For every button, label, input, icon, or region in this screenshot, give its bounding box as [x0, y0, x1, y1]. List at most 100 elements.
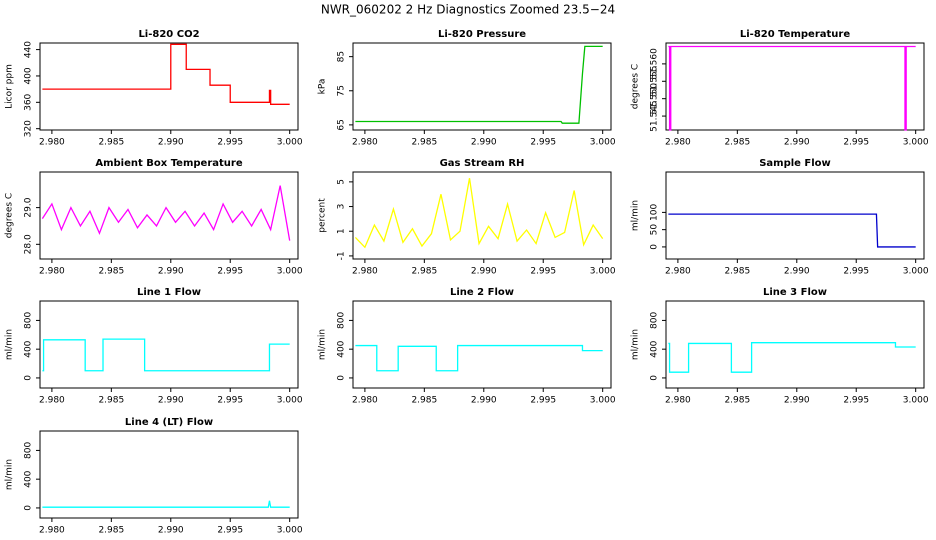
panel-title: Li-820 Pressure	[438, 29, 526, 40]
x-tick-label: 2.980	[39, 138, 65, 148]
y-tick-label: 65	[337, 119, 347, 130]
x-tick-label: 2.990	[471, 396, 497, 406]
y-tick-label: 800	[650, 312, 660, 329]
x-tick-label: 2.990	[784, 267, 810, 277]
x-tick-label: 2.980	[39, 396, 65, 406]
data-line	[354, 178, 604, 249]
y-tick-label: 28.0	[24, 234, 34, 254]
x-tick-label: 3.000	[903, 396, 929, 406]
y-axis-label: ml/min	[5, 459, 15, 490]
x-tick-label: 2.985	[98, 267, 124, 277]
x-tick-label: 2.995	[530, 138, 556, 148]
y-tick-label: 0	[650, 375, 660, 381]
y-tick-label: 360	[24, 93, 34, 110]
y-tick-label: 400	[24, 340, 34, 357]
data-line	[41, 185, 291, 241]
x-tick-label: 3.000	[903, 138, 929, 148]
y-tick-label: 1	[337, 228, 347, 234]
y-tick-label: 3	[337, 204, 347, 210]
data-line	[42, 500, 290, 508]
x-tick-label: 2.980	[665, 138, 691, 148]
y-axis-label: degrees C	[5, 193, 15, 238]
x-tick-label: 2.990	[158, 267, 184, 277]
plot-box	[665, 171, 925, 260]
y-tick-label: 800	[24, 312, 34, 329]
y-axis-label: degrees C	[631, 64, 641, 109]
x-tick-label: 3.000	[277, 396, 303, 406]
x-tick-label: 3.000	[590, 138, 616, 148]
y-tick-label: 5	[337, 179, 347, 185]
x-tick-label: 2.990	[471, 138, 497, 148]
y-tick-label: 400	[24, 67, 34, 84]
x-tick-label: 2.980	[352, 267, 378, 277]
y-tick-label: 0	[650, 244, 660, 250]
plot-box	[39, 42, 299, 131]
y-tick-label: 800	[24, 442, 34, 459]
x-tick-label: 2.985	[411, 396, 437, 406]
y-axis-label: ml/min	[631, 200, 641, 231]
x-tick-label: 2.980	[39, 526, 65, 536]
plot-box	[39, 300, 299, 389]
x-tick-label: 2.980	[352, 138, 378, 148]
x-tick-label: 2.985	[98, 138, 124, 148]
x-tick-label: 2.985	[724, 138, 750, 148]
y-tick-label: 440	[24, 41, 34, 58]
y-tick-label: 0	[337, 375, 347, 381]
data-line	[668, 45, 916, 131]
y-tick-label: 100	[650, 204, 660, 221]
x-tick-label: 3.000	[590, 396, 616, 406]
x-tick-label: 2.980	[665, 267, 691, 277]
plot-box	[39, 430, 299, 519]
plot-box	[665, 42, 925, 131]
page-title: NWR_060202 2 Hz Diagnostics Zoomed 23.5−…	[321, 3, 615, 17]
y-tick-label: 75	[337, 85, 347, 96]
y-tick-label: 400	[650, 340, 660, 357]
y-tick-label: 400	[337, 340, 347, 357]
x-tick-label: 2.990	[158, 396, 184, 406]
plot-box	[352, 300, 612, 389]
y-axis-label: kPa	[318, 79, 328, 95]
y-tick-label: 320	[24, 120, 34, 137]
x-tick-label: 2.995	[843, 396, 869, 406]
y-axis-label: Licor ppm	[5, 64, 15, 109]
x-tick-label: 2.995	[217, 267, 243, 277]
x-tick-label: 2.985	[98, 526, 124, 536]
panel-title: Line 2 Flow	[450, 287, 514, 298]
panel-title: Line 3 Flow	[763, 287, 827, 298]
y-tick-label: -1	[337, 251, 347, 260]
panel-title: Line 4 (LT) Flow	[125, 417, 213, 428]
data-line	[355, 45, 603, 124]
panel-title: Line 1 Flow	[137, 287, 201, 298]
y-tick-label: 51.545	[650, 100, 660, 132]
panel-title: Li-820 Temperature	[740, 29, 850, 40]
x-tick-label: 2.985	[411, 267, 437, 277]
data-line	[42, 43, 290, 105]
panel-title: Gas Stream RH	[440, 158, 525, 169]
panel-title: Ambient Box Temperature	[95, 158, 242, 169]
y-tick-label: 50	[650, 224, 660, 236]
x-tick-label: 3.000	[277, 267, 303, 277]
x-tick-label: 2.995	[217, 396, 243, 406]
data-line	[42, 338, 290, 372]
x-tick-label: 2.995	[217, 138, 243, 148]
x-tick-label: 2.995	[530, 267, 556, 277]
plot-box	[665, 300, 925, 389]
x-tick-label: 3.000	[277, 526, 303, 536]
x-tick-label: 2.995	[217, 526, 243, 536]
x-tick-label: 2.985	[724, 396, 750, 406]
x-tick-label: 2.990	[784, 138, 810, 148]
data-line	[355, 344, 603, 372]
x-tick-label: 2.990	[471, 267, 497, 277]
y-axis-label: ml/min	[5, 329, 15, 360]
x-tick-label: 3.000	[590, 267, 616, 277]
plot-box	[352, 171, 612, 260]
y-tick-label: 51.555	[650, 66, 660, 98]
x-tick-label: 2.990	[784, 396, 810, 406]
x-tick-label: 2.995	[843, 267, 869, 277]
x-tick-label: 2.985	[98, 396, 124, 406]
x-tick-label: 3.000	[277, 138, 303, 148]
y-tick-label: 400	[24, 470, 34, 487]
x-tick-label: 2.995	[530, 396, 556, 406]
x-tick-label: 2.980	[665, 396, 691, 406]
y-tick-label: 800	[337, 312, 347, 329]
